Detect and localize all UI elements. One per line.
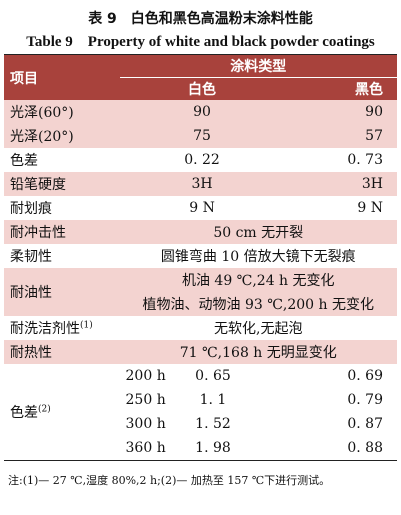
- time-value: 200 h: [125, 368, 166, 384]
- black-value: 90: [365, 104, 383, 120]
- header-black: 黑色: [355, 82, 383, 98]
- white-value: 90: [193, 104, 211, 120]
- time-value: 250 h: [125, 392, 166, 408]
- table-row: 光泽(60°) 90 90: [4, 100, 397, 124]
- header-coating-type: 涂料类型: [119, 54, 397, 78]
- row-label: 耐油性: [10, 285, 52, 301]
- merged-value: 71 ℃,168 h 无明显变化: [179, 345, 337, 361]
- table-row: 耐冲击性 50 cm 无开裂: [4, 220, 397, 244]
- table-row: 耐热性 71 ℃,168 h 无明显变化: [4, 340, 397, 364]
- time-value: 360 h: [125, 440, 166, 456]
- color-diff-label: 色差(2): [4, 364, 120, 461]
- table-row: 光泽(20°) 75 57: [4, 124, 397, 148]
- property-table: 项目 涂料类型 白色 黑色 光泽(60°) 90 90 光泽(20°) 75 5…: [4, 54, 397, 461]
- row-label: 铅笔硬度: [10, 177, 66, 193]
- table-row: 色差 0. 22 0. 73: [4, 148, 397, 172]
- black-value: 0. 79: [347, 392, 383, 408]
- row-label: 色差: [10, 153, 38, 169]
- white-value: 3H: [191, 176, 213, 192]
- table-row: 耐划痕 9 N 9 N: [4, 196, 397, 220]
- table-row: 300 h 1. 52 0. 87: [4, 412, 397, 436]
- black-value: 0. 73: [347, 152, 383, 168]
- black-value: 0. 87: [347, 416, 383, 432]
- time-and-white: 200 h 0. 65: [120, 364, 285, 388]
- black-value: 57: [365, 128, 383, 144]
- time-and-white: 360 h 1. 98: [120, 436, 285, 461]
- row-label: 耐划痕: [10, 201, 52, 217]
- header-row: 项目 涂料类型: [4, 54, 397, 87]
- footnote-marker: (1): [80, 320, 93, 331]
- row-label-text: 耐洗洁剂性: [10, 321, 80, 337]
- table-row: 耐油性 机油 49 ℃,24 h 无变化: [4, 268, 397, 301]
- merged-value: 植物油、动物油 93 ℃,200 h 无变化: [142, 297, 374, 313]
- white-value: 1. 1: [199, 392, 227, 408]
- footnote-marker: (2): [38, 404, 51, 415]
- white-value: 0. 65: [195, 368, 231, 384]
- table-title-cn: 表 9 白色和黑色高温粉末涂料性能: [88, 11, 313, 27]
- black-value: 0. 69: [347, 368, 383, 384]
- row-label-text: 色差: [10, 405, 38, 421]
- white-value: 75: [193, 128, 211, 144]
- time-and-white: 300 h 1. 52: [120, 412, 285, 436]
- merged-value: 圆锥弯曲 10 倍放大镜下无裂痕: [160, 249, 356, 265]
- white-value: 1. 52: [195, 416, 231, 432]
- row-label: 柔韧性: [10, 249, 52, 265]
- table-row: 色差(2) 200 h 0. 65 0. 69: [4, 364, 397, 421]
- table-row: 柔韧性 圆锥弯曲 10 倍放大镜下无裂痕: [4, 244, 397, 268]
- black-value: 9 N: [357, 200, 383, 216]
- black-value: 0. 88: [347, 440, 383, 456]
- header-white: 白色: [188, 82, 217, 98]
- table-footnote: 注:(1)— 27 ℃,湿度 80%,2 h;(2)— 加热至 157 ℃下进行…: [8, 474, 331, 487]
- merged-value: 无软化,无起泡: [214, 321, 303, 337]
- row-label: 光泽(20°): [10, 129, 74, 145]
- table-row: 360 h 1. 98 0. 88: [4, 436, 397, 461]
- table-row: 铅笔硬度 3H 3H: [4, 172, 397, 196]
- white-value: 1. 98: [195, 440, 231, 456]
- table-title-en: Table 9 Property of white and black powd…: [26, 34, 375, 50]
- header-item: 项目: [10, 70, 38, 87]
- time-value: 300 h: [125, 416, 166, 432]
- row-label: 耐热性: [10, 345, 52, 361]
- black-value: 3H: [361, 176, 383, 192]
- table-row: 耐洗洁剂性(1) 无软化,无起泡: [4, 316, 397, 340]
- merged-value: 50 cm 无开裂: [213, 225, 304, 241]
- row-label: 光泽(60°): [10, 105, 74, 121]
- time-and-white: 250 h 1. 1: [120, 388, 285, 412]
- merged-value: 机油 49 ℃,24 h 无变化: [181, 273, 335, 289]
- white-value: 9 N: [189, 200, 215, 216]
- row-label: 耐冲击性: [10, 225, 66, 241]
- row-label: 耐洗洁剂性(1): [4, 316, 120, 340]
- table-row: 250 h 1. 1 0. 79: [4, 388, 397, 412]
- white-value: 0. 22: [184, 152, 220, 168]
